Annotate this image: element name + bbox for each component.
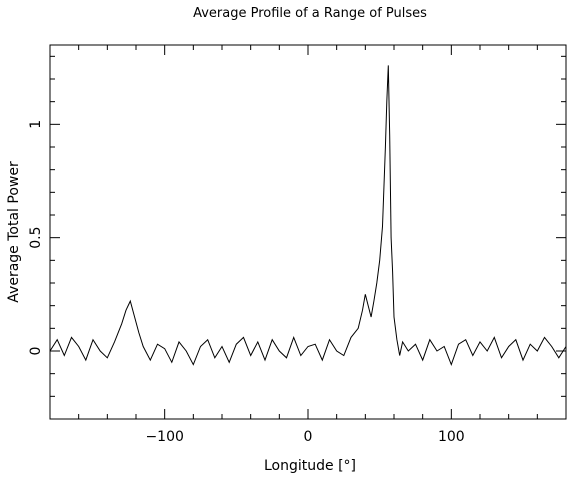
x-axis-tick-labels: −100 0 100 [145,429,464,445]
x-tick-label: 100 [438,429,465,445]
series-line [49,65,567,367]
y-tick-label: 1 [28,120,44,129]
y-axis-tick-labels: 00.51 [28,120,44,356]
x-axis-label: Longitude [°] [264,458,356,474]
y-tick-label: 0 [28,347,44,356]
chart-title: Average Profile of a Range of Pulses [193,6,427,21]
x-tick-label: 0 [304,429,313,445]
x-axis-ticks [49,45,567,419]
y-tick-label: 0.5 [28,227,44,249]
x-tick-label: −100 [145,429,183,445]
y-axis-ticks [50,55,566,397]
y-axis-label: Average Total Power [6,161,22,303]
plot-frame [49,44,567,420]
